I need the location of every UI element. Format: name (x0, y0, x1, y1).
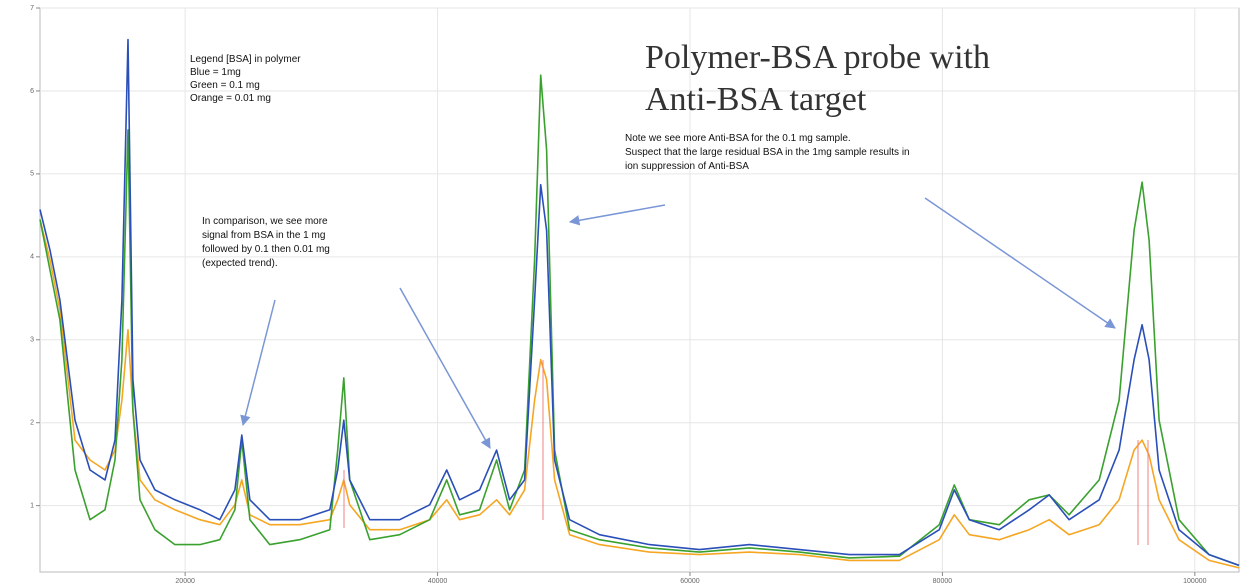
x-tick-label: 40000 (428, 578, 448, 585)
y-tick-label: 2 (30, 420, 34, 427)
note-line: In comparison, we see more (202, 216, 328, 227)
note-line: Green = 0.1 mg (190, 80, 260, 91)
x-tick-label: 80000 (933, 578, 953, 585)
note-line: signal from BSA in the 1 mg (202, 230, 325, 241)
y-tick-label: 4 (30, 254, 34, 261)
y-tick-label: 5 (30, 171, 34, 178)
legend-note: Legend [BSA] in polymer Blue = 1mg Green… (190, 54, 301, 104)
anti-bsa-note: Note we see more Anti-BSA for the 0.1 mg… (625, 133, 910, 172)
peak-markers (343, 360, 1149, 545)
note-line: Suspect that the large residual BSA in t… (625, 147, 910, 158)
y-tick-label: 3 (30, 337, 34, 344)
comparison-note: In comparison, we see more signal from B… (202, 216, 330, 269)
note-line: ion suppression of Anti-BSA (625, 161, 749, 172)
lines (39, 38, 1240, 569)
title: Polymer-BSA probe with Anti-BSA target (645, 39, 990, 118)
x-tick-label: 100000 (1183, 578, 1206, 585)
note-line: Legend [BSA] in polymer (190, 54, 301, 65)
note-line: followed by 0.1 then 0.01 mg (202, 244, 330, 255)
title-line: Anti-BSA target (645, 81, 867, 118)
arrows (240, 197, 1116, 449)
title-line: Polymer-BSA probe with (645, 39, 990, 76)
grid: 1 2 3 4 5 6 7 20000 40000 60000 80000 100000 (30, 5, 1239, 585)
series-line (39, 219, 1240, 569)
note-line: Note we see more Anti-BSA for the 0.1 mg… (625, 133, 851, 144)
series-line (39, 38, 1240, 567)
y-tick-label: 7 (30, 5, 34, 12)
y-tick-label: 6 (30, 88, 34, 95)
note-line: (expected trend). (202, 258, 278, 269)
plot-area (39, 7, 1240, 573)
note-line: Blue = 1mg (190, 67, 241, 78)
x-tick-label: 60000 (680, 578, 700, 585)
x-tick-label: 20000 (175, 578, 195, 585)
y-tick-label: 1 (30, 502, 34, 509)
note-line: Orange = 0.01 mg (190, 93, 271, 104)
